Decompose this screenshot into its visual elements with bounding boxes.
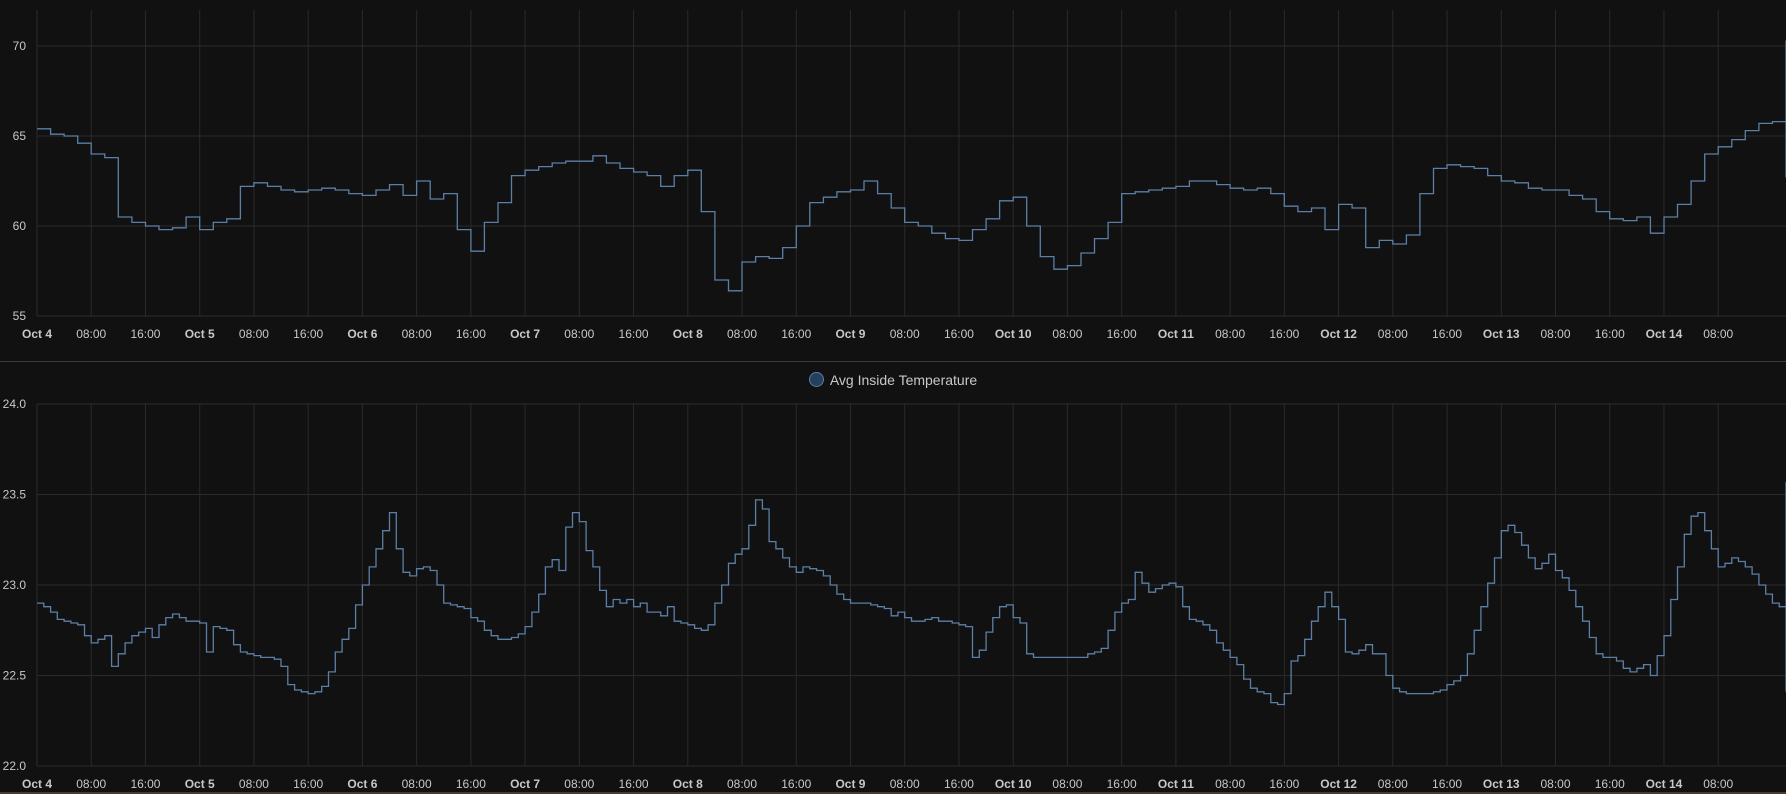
y-tick-label: 22.0 bbox=[3, 759, 27, 773]
x-tick-label: 16:00 bbox=[781, 777, 811, 791]
x-tick-label: Oct 5 bbox=[185, 327, 215, 341]
x-tick-label: 08:00 bbox=[727, 327, 757, 341]
x-tick-label: 08:00 bbox=[1540, 777, 1570, 791]
y-tick-label: 23.5 bbox=[3, 488, 27, 502]
x-tick-label: 08:00 bbox=[890, 327, 920, 341]
x-tick-label: 08:00 bbox=[239, 777, 269, 791]
x-tick-label: 16:00 bbox=[944, 777, 974, 791]
x-tick-label: Oct 13 bbox=[1483, 327, 1520, 341]
x-tick-label: Oct 5 bbox=[185, 777, 215, 791]
x-tick-label: 08:00 bbox=[402, 327, 432, 341]
x-tick-label: Oct 8 bbox=[673, 777, 703, 791]
x-tick-label: 08:00 bbox=[1052, 327, 1082, 341]
x-tick-label: 16:00 bbox=[456, 327, 486, 341]
y-tick-label: 60 bbox=[13, 219, 27, 233]
x-tick-label: Oct 10 bbox=[995, 327, 1032, 341]
x-tick-label: Oct 7 bbox=[510, 327, 540, 341]
x-tick-label: 08:00 bbox=[76, 777, 106, 791]
x-tick-label: Oct 12 bbox=[1320, 777, 1357, 791]
x-tick-label: 16:00 bbox=[293, 327, 323, 341]
x-tick-label: 08:00 bbox=[1703, 777, 1733, 791]
x-tick-label: 16:00 bbox=[293, 777, 323, 791]
chart-panel-2: 22.0 22.5 23.0 23.5 24.0 Oct 4 08:00 16:00 Oct 5… bbox=[3, 397, 1786, 791]
x-tick-label: 16:00 bbox=[1432, 777, 1462, 791]
x-tick-label: 16:00 bbox=[130, 327, 160, 341]
x-tick-label: 08:00 bbox=[890, 777, 920, 791]
panel-divider bbox=[0, 361, 1786, 362]
x-tick-label: Oct 10 bbox=[995, 777, 1032, 791]
x-tick-label: 16:00 bbox=[1107, 327, 1137, 341]
legend-label: Avg Inside Temperature bbox=[829, 372, 978, 388]
x-tick-label: 08:00 bbox=[402, 777, 432, 791]
y-tick-label: 22.5 bbox=[3, 669, 27, 683]
x-tick-label: 16:00 bbox=[1595, 777, 1625, 791]
x-tick-label: 08:00 bbox=[1540, 327, 1570, 341]
x-tick-label: 16:00 bbox=[1107, 777, 1137, 791]
y-tick-label: 70 bbox=[13, 39, 27, 53]
x-tick-label: 08:00 bbox=[564, 327, 594, 341]
series-line-1 bbox=[37, 481, 1786, 706]
y-tick-label: 55 bbox=[13, 309, 27, 323]
x-tick-label: Oct 4 bbox=[22, 777, 52, 791]
x-tick-label: 16:00 bbox=[1595, 327, 1625, 341]
x-tick-label: 08:00 bbox=[76, 327, 106, 341]
x-tick-label: Oct 8 bbox=[673, 327, 703, 341]
x-tick-label: Oct 11 bbox=[1158, 777, 1194, 791]
bottom-border bbox=[0, 792, 1786, 794]
x-tick-label: Oct 13 bbox=[1483, 777, 1520, 791]
x-tick-label: 08:00 bbox=[1052, 777, 1082, 791]
x-tick-label: 08:00 bbox=[727, 777, 757, 791]
x-tick-label: Oct 9 bbox=[835, 777, 865, 791]
x-tick-label: Oct 7 bbox=[510, 777, 540, 791]
x-tick-label: Oct 11 bbox=[1158, 327, 1194, 341]
x-tick-label: 08:00 bbox=[239, 327, 269, 341]
x-tick-label: 16:00 bbox=[1432, 327, 1462, 341]
x-tick-label: 16:00 bbox=[944, 327, 974, 341]
x-tick-label: Oct 12 bbox=[1320, 327, 1357, 341]
x-tick-label: 16:00 bbox=[781, 327, 811, 341]
x-tick-label: 08:00 bbox=[1378, 777, 1408, 791]
x-tick-label: Oct 9 bbox=[835, 327, 865, 341]
y-tick-label: 24.0 bbox=[3, 397, 27, 411]
y-tick-label: 23.0 bbox=[3, 578, 27, 592]
x-tick-label: 16:00 bbox=[619, 327, 649, 341]
x-tick-label: 16:00 bbox=[619, 777, 649, 791]
x-tick-label: 16:00 bbox=[456, 777, 486, 791]
x-tick-label: 08:00 bbox=[1378, 327, 1408, 341]
x-tick-label: 08:00 bbox=[564, 777, 594, 791]
x-tick-label: Oct 14 bbox=[1646, 777, 1683, 791]
x-tick-label: Oct 4 bbox=[22, 327, 52, 341]
x-tick-label: 16:00 bbox=[1269, 777, 1299, 791]
x-tick-label: 08:00 bbox=[1215, 327, 1245, 341]
x-tick-label: Oct 14 bbox=[1646, 327, 1683, 341]
x-tick-label: Oct 6 bbox=[347, 777, 377, 791]
x-tick-label: 16:00 bbox=[130, 777, 160, 791]
series-line-1 bbox=[37, 40, 1786, 292]
legend-swatch-icon bbox=[808, 372, 824, 387]
x-tick-label: 08:00 bbox=[1703, 327, 1733, 341]
y-tick-label: 65 bbox=[13, 129, 27, 143]
x-tick-label: 16:00 bbox=[1269, 327, 1299, 341]
chart-legend: Avg Inside Temperature bbox=[0, 370, 1786, 390]
legend-item-avg-inside-temperature[interactable]: Avg Inside Temperature bbox=[808, 372, 978, 388]
x-tick-label: Oct 6 bbox=[347, 327, 377, 341]
chart-panel-1: 55 60 65 70 Oct 4 08:00 16:00 Oct 5 08:00 16:00 Oc… bbox=[13, 10, 1786, 341]
x-tick-label: 08:00 bbox=[1215, 777, 1245, 791]
